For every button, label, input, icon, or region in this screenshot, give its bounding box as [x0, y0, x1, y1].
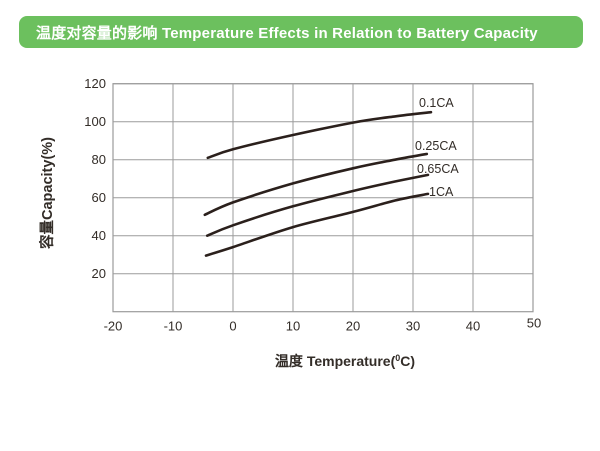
x-tick-label: 0 — [229, 319, 236, 334]
curve-label-0.25CA: 0.25CA — [415, 139, 457, 153]
x-axis-title-text: 温度 Temperature( — [275, 353, 396, 369]
x-tick-label: 10 — [286, 319, 300, 334]
x-axis-title-unit: C) — [400, 353, 415, 369]
curve-label-0.65CA: 0.65CA — [417, 162, 459, 176]
x-tick-label: -10 — [164, 319, 183, 334]
y-axis-title: 容量Capacity(%) — [38, 137, 56, 250]
x-tick-label: 40 — [466, 319, 480, 334]
y-tick-label: 40 — [92, 228, 106, 243]
section-header-bar: 温度对容量的影响 Temperature Effects in Relation… — [19, 16, 583, 48]
y-tick-label: 100 — [84, 114, 106, 129]
x-axis-title-superscript: 0 — [395, 353, 400, 363]
x-axis-tick-labels: -20 -10 0 10 20 30 40 50 — [104, 316, 542, 334]
curve-label-1CA: 1CA — [429, 185, 454, 199]
y-tick-label: 60 — [92, 190, 106, 205]
x-tick-label: -20 — [104, 319, 123, 334]
curve-0.1CA — [206, 110, 433, 160]
y-axis-tick-labels: 20 40 60 80 100 120 — [84, 76, 106, 281]
curve-1CA — [204, 192, 430, 257]
curve-0.25CA — [203, 152, 429, 217]
curve-0.65CA — [205, 173, 430, 237]
curve-label-0.1CA: 0.1CA — [419, 96, 454, 110]
y-tick-label: 80 — [92, 152, 106, 167]
plot-border — [112, 83, 534, 313]
y-tick-label: 120 — [84, 76, 106, 91]
x-axis-title: 温度 Temperature(0C) — [275, 353, 415, 369]
x-tick-label: 50 — [527, 316, 541, 331]
x-tick-label: 20 — [346, 319, 360, 334]
x-tick-label: 30 — [406, 319, 420, 334]
y-tick-label: 20 — [92, 266, 106, 281]
section-title: 温度对容量的影响 Temperature Effects in Relation… — [36, 24, 538, 42]
